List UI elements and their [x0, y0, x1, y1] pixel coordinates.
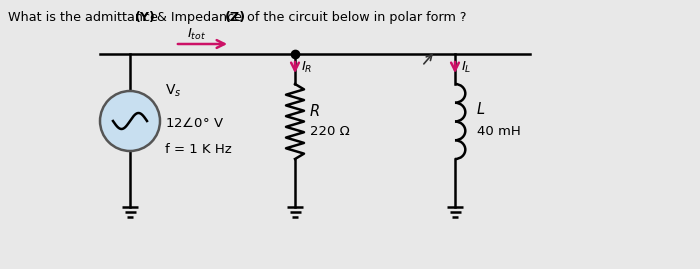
- Text: V$_s$: V$_s$: [165, 83, 181, 99]
- Text: 12$\angle$0° V: 12$\angle$0° V: [165, 116, 224, 130]
- Text: & Impedance: & Impedance: [153, 11, 246, 24]
- Text: (Z): (Z): [225, 11, 246, 24]
- Text: R: R: [310, 104, 320, 119]
- Text: (Y): (Y): [134, 11, 155, 24]
- Text: f = 1 K Hz: f = 1 K Hz: [165, 143, 232, 156]
- Circle shape: [100, 91, 160, 151]
- Text: 40 mH: 40 mH: [477, 125, 521, 138]
- Text: L: L: [477, 102, 485, 117]
- Text: of the circuit below in polar form ?: of the circuit below in polar form ?: [243, 11, 467, 24]
- Text: What is the admittance: What is the admittance: [8, 11, 162, 24]
- Text: $I_L$: $I_L$: [461, 60, 472, 75]
- Text: $I_R$: $I_R$: [301, 60, 312, 75]
- Text: 220 Ω: 220 Ω: [310, 125, 350, 138]
- Text: $I_{tot}$: $I_{tot}$: [188, 27, 206, 42]
